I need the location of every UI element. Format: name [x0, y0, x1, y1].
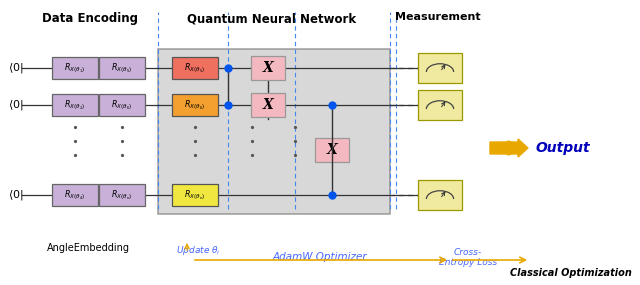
- Bar: [251, 93, 285, 117]
- Text: Data Encoding: Data Encoding: [42, 12, 138, 25]
- Text: Cross-
Entropy Loss: Cross- Entropy Loss: [439, 248, 497, 267]
- Text: $R_{X(\theta_5)}$: $R_{X(\theta_5)}$: [184, 61, 205, 75]
- Text: Classical Optimization: Classical Optimization: [510, 268, 632, 278]
- Bar: [99, 57, 145, 79]
- Text: $R_{X(\theta_1)}$: $R_{X(\theta_1)}$: [65, 61, 86, 75]
- FancyArrow shape: [490, 139, 528, 157]
- Text: AngleEmbedding: AngleEmbedding: [47, 243, 129, 253]
- Text: $\langle 0|$: $\langle 0|$: [8, 61, 24, 75]
- Text: $R_{X(\theta_6)}$: $R_{X(\theta_6)}$: [184, 98, 205, 112]
- Text: $R_{X(\theta_5)}$: $R_{X(\theta_5)}$: [111, 61, 132, 75]
- Text: Output: Output: [535, 141, 589, 155]
- Bar: [52, 184, 98, 206]
- Text: $R_{X(\theta_2)}$: $R_{X(\theta_2)}$: [65, 98, 86, 112]
- Bar: [172, 94, 218, 116]
- Text: $R_{X(\theta_n)}$: $R_{X(\theta_n)}$: [184, 188, 205, 202]
- Bar: [418, 53, 462, 83]
- Text: X: X: [262, 61, 273, 75]
- Bar: [172, 57, 218, 79]
- Text: $R_{X(\theta_4)}$: $R_{X(\theta_4)}$: [65, 188, 86, 202]
- Bar: [418, 180, 462, 210]
- Text: AdamW Optimizer: AdamW Optimizer: [273, 252, 367, 262]
- Bar: [172, 184, 218, 206]
- Text: Measurement: Measurement: [395, 12, 481, 22]
- Text: X: X: [262, 98, 273, 112]
- Bar: [251, 56, 285, 80]
- Bar: [52, 57, 98, 79]
- Text: $R_{X(\theta_n)}$: $R_{X(\theta_n)}$: [111, 188, 132, 202]
- Bar: [52, 94, 98, 116]
- Bar: [315, 138, 349, 162]
- Bar: [99, 184, 145, 206]
- Bar: [158, 49, 390, 214]
- Text: Update $\theta_i$: Update $\theta_i$: [176, 244, 221, 257]
- Bar: [418, 90, 462, 120]
- Text: Quantum Neural Network: Quantum Neural Network: [188, 12, 356, 25]
- Text: $\langle 0|$: $\langle 0|$: [8, 98, 24, 112]
- Bar: [99, 94, 145, 116]
- Text: $R_{X(\theta_6)}$: $R_{X(\theta_6)}$: [111, 98, 132, 112]
- Text: X: X: [326, 143, 337, 157]
- Text: $\langle 0|$: $\langle 0|$: [8, 188, 24, 202]
